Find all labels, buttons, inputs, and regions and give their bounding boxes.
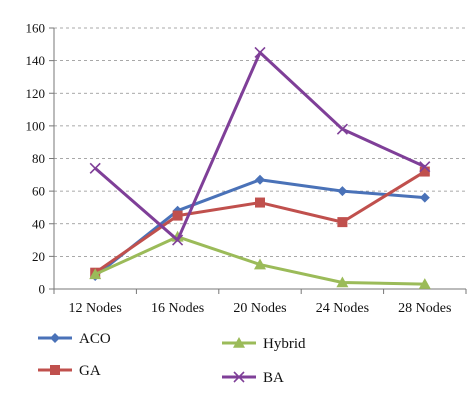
y-axis-ticks: 0 20 40 60 80 100 120 140 160 [26, 21, 54, 297]
legend-label: BA [263, 370, 284, 386]
y-tick-label: 160 [26, 21, 46, 36]
y-tick-label: 80 [32, 151, 45, 166]
x-tick-label: 28 Nodes [398, 301, 451, 316]
legend-label: ACO [79, 331, 111, 347]
data-point [89, 162, 101, 174]
y-tick-label: 0 [39, 282, 46, 297]
data-point [336, 276, 349, 288]
legend-item-ga: GA [38, 363, 101, 379]
x-axis-ticks: 12 Nodes 16 Nodes 20 Nodes 24 Nodes 28 Nodes [53, 289, 467, 316]
legend: ACO GA Hybrid BA [38, 331, 306, 386]
data-point [172, 234, 184, 246]
legend-marker [233, 371, 245, 383]
legend-label: GA [79, 363, 101, 379]
y-tick-label: 120 [26, 86, 46, 101]
x-tick-label: 12 Nodes [69, 301, 122, 316]
series-line [94, 50, 426, 242]
data-point [89, 268, 102, 280]
data-point [254, 46, 266, 59]
y-tick-label: 20 [32, 249, 45, 264]
data-point [172, 210, 183, 221]
data-point [419, 192, 430, 203]
series-layer [89, 46, 431, 289]
data-point [336, 123, 348, 135]
data-point [419, 161, 431, 173]
data-point [337, 186, 348, 197]
legend-marker [50, 333, 60, 343]
legend-item-hybrid: Hybrid [222, 336, 306, 352]
x-tick-label: 16 Nodes [151, 301, 204, 316]
legend-label: Hybrid [263, 336, 306, 352]
data-point [255, 197, 265, 208]
series-ba [89, 46, 431, 246]
data-point [255, 174, 265, 185]
x-tick-label: 20 Nodes [233, 301, 286, 316]
data-point [419, 166, 430, 177]
legend-item-ba: BA [222, 370, 284, 386]
legend-marker [50, 365, 60, 375]
y-tick-label: 40 [32, 216, 45, 231]
y-tick-label: 60 [32, 184, 45, 199]
gridlines [54, 27, 466, 257]
y-tick-label: 100 [26, 118, 46, 133]
x-tick-label: 24 Nodes [316, 301, 369, 316]
data-point [337, 217, 348, 228]
data-point [418, 278, 431, 289]
legend-item-aco: ACO [38, 331, 111, 347]
y-tick-label: 140 [26, 53, 46, 68]
series-line [94, 170, 426, 274]
data-point [254, 258, 266, 270]
legend-marker [233, 337, 245, 348]
